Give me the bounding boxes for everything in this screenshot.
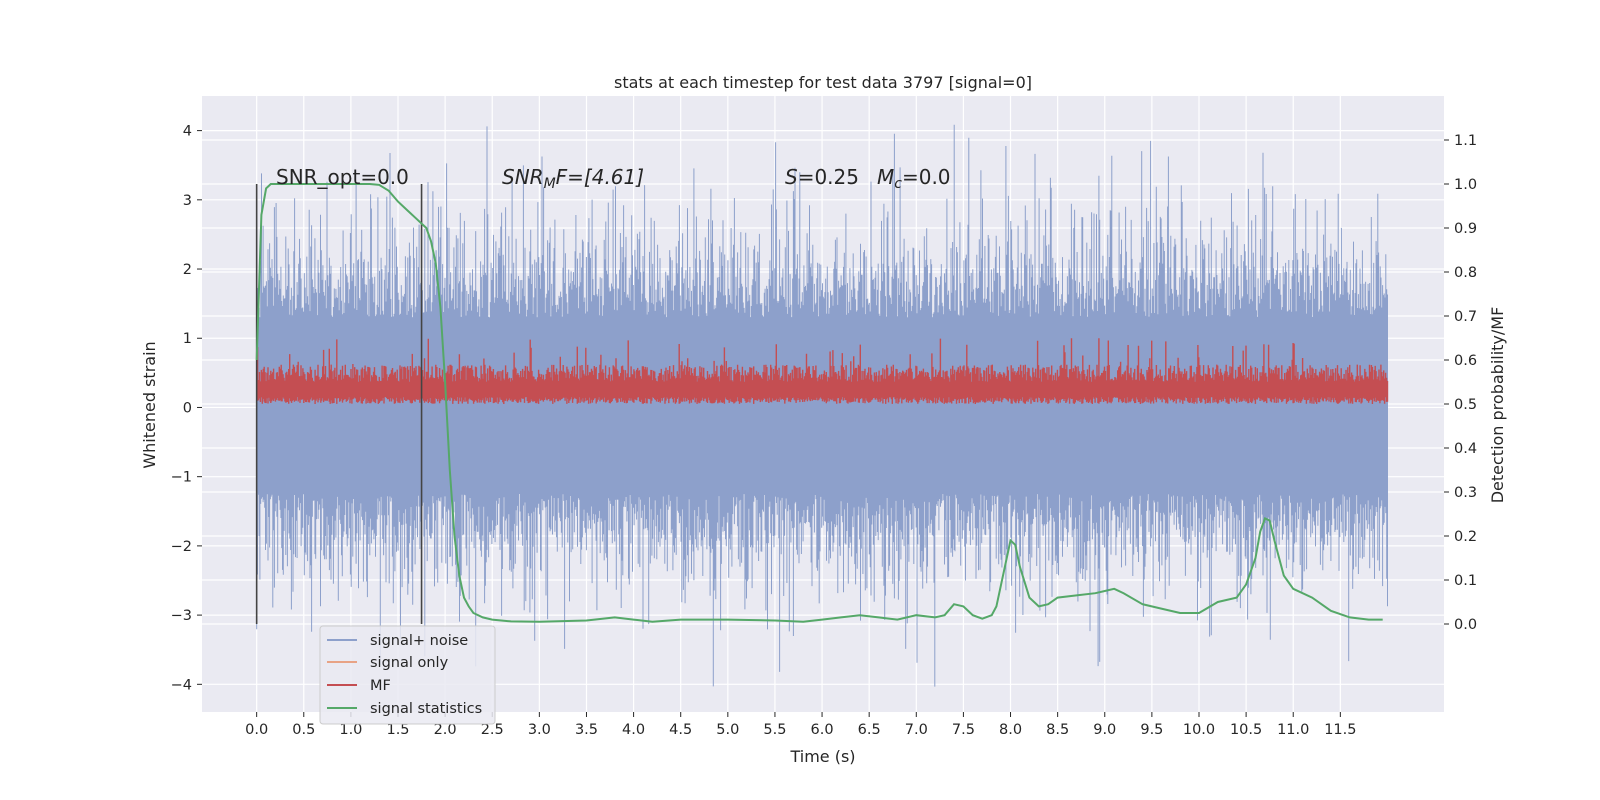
y-left-tick-label: −2	[171, 539, 192, 555]
x-tick-label: 6.0	[811, 722, 834, 738]
chart-title: stats at each timestep for test data 379…	[614, 73, 1032, 92]
legend-label-signal-only: signal only	[370, 655, 449, 671]
y-right-tick-label: 0.5	[1454, 397, 1477, 413]
x-tick-label: 5.5	[763, 722, 786, 738]
annotation-snr-opt: SNR_opt=0.0	[276, 165, 409, 189]
y-axis-left: 4 3 2 1 0 −1 −2 −3 −4	[171, 124, 202, 693]
y-right-tick-label: 0.3	[1454, 485, 1477, 501]
annotation-s-mc: S=0.25 Mc=0.0	[785, 165, 951, 192]
signal-statistics-line	[255, 183, 1383, 623]
y-left-tick-label: −3	[171, 608, 192, 624]
snr-mf-main: SNR	[502, 165, 544, 189]
s-rest: =0.25	[798, 165, 859, 189]
y-left-tick-label: 3	[183, 193, 192, 209]
annotation-snr-mf: SNRMF=[4.61]	[502, 165, 644, 192]
y-right-tick-label: 0.0	[1454, 617, 1477, 633]
x-tick-label: 8.5	[1046, 722, 1069, 738]
snr-mf-rest: F=[4.61]	[556, 165, 644, 189]
x-tick-label: 9.5	[1140, 722, 1163, 738]
mc-sub: c	[894, 176, 902, 192]
y-axis-label-right: Detection probability/MF	[1488, 307, 1507, 504]
y-left-tick-label: 0	[183, 400, 192, 416]
s-main: S	[785, 165, 798, 189]
mc-rest: =0.0	[902, 165, 951, 189]
y-left-tick-label: −4	[171, 677, 192, 693]
legend-label-mf: MF	[370, 678, 391, 694]
y-left-tick-label: 4	[183, 124, 192, 140]
mc-main: M	[877, 165, 894, 189]
x-tick-label: 11.5	[1324, 722, 1356, 738]
y-right-tick-label: 0.8	[1454, 265, 1477, 281]
y-right-tick-label: 0.2	[1454, 529, 1477, 545]
y-right-tick-label: 0.4	[1454, 441, 1477, 457]
y-right-tick-label: 0.6	[1454, 353, 1477, 369]
y-left-tick-label: −1	[171, 470, 192, 486]
y-axis-right: 1.1 1.0 0.9 0.8 0.7 0.6 0.5 0.4 0.3 0.2 0.1 0.0	[1444, 133, 1477, 633]
x-tick-label: 6.5	[858, 722, 881, 738]
signal-plus-noise-series	[256, 124, 1388, 687]
x-tick-label: 3.0	[528, 722, 551, 738]
vertical-markers	[255, 184, 423, 624]
y-right-tick-label: 1.1	[1454, 133, 1477, 149]
x-axis: 0.0 0.5 1.0 1.5 2.0 2.5 3.0 3.5 4.0 4.5 5.0 5.5 6.0 6…	[245, 712, 1356, 738]
x-tick-label: 7.0	[905, 722, 928, 738]
x-tick-label: 9.0	[1093, 722, 1116, 738]
x-tick-label: 8.0	[999, 722, 1022, 738]
y-left-tick-label: 2	[183, 262, 192, 278]
x-tick-label: 0.5	[292, 722, 315, 738]
y-right-tick-label: 0.1	[1454, 573, 1477, 589]
x-tick-label: 2.0	[434, 722, 457, 738]
legend: signal+ noise signal only MF signal stat…	[319, 625, 496, 725]
x-tick-label: 10.0	[1183, 722, 1215, 738]
signal-statistics-series	[255, 183, 1383, 623]
x-tick-label: 3.5	[575, 722, 598, 738]
x-tick-label: 4.5	[669, 722, 692, 738]
x-tick-label: 1.0	[339, 722, 362, 738]
x-tick-label: 11.0	[1277, 722, 1309, 738]
y-right-tick-label: 1.0	[1454, 177, 1477, 193]
legend-label-signal-statistics: signal statistics	[370, 701, 482, 717]
snr-mf-sub: M	[544, 176, 556, 192]
x-tick-label: 7.5	[952, 722, 975, 738]
legend-label-signal-noise: signal+ noise	[370, 633, 468, 649]
y-axis-label-left: Whitened strain	[140, 341, 159, 468]
x-tick-label: 10.5	[1230, 722, 1262, 738]
y-left-tick-label: 1	[183, 331, 192, 347]
x-tick-label: 4.0	[622, 722, 645, 738]
y-right-tick-label: 0.9	[1454, 221, 1477, 237]
x-axis-label: Time (s)	[789, 747, 855, 766]
x-tick-label: 0.0	[245, 722, 268, 738]
x-tick-label: 2.5	[481, 722, 504, 738]
legend-box	[319, 625, 496, 725]
x-tick-label: 5.0	[716, 722, 739, 738]
x-tick-label: 1.5	[386, 722, 409, 738]
y-right-tick-label: 0.7	[1454, 309, 1477, 325]
